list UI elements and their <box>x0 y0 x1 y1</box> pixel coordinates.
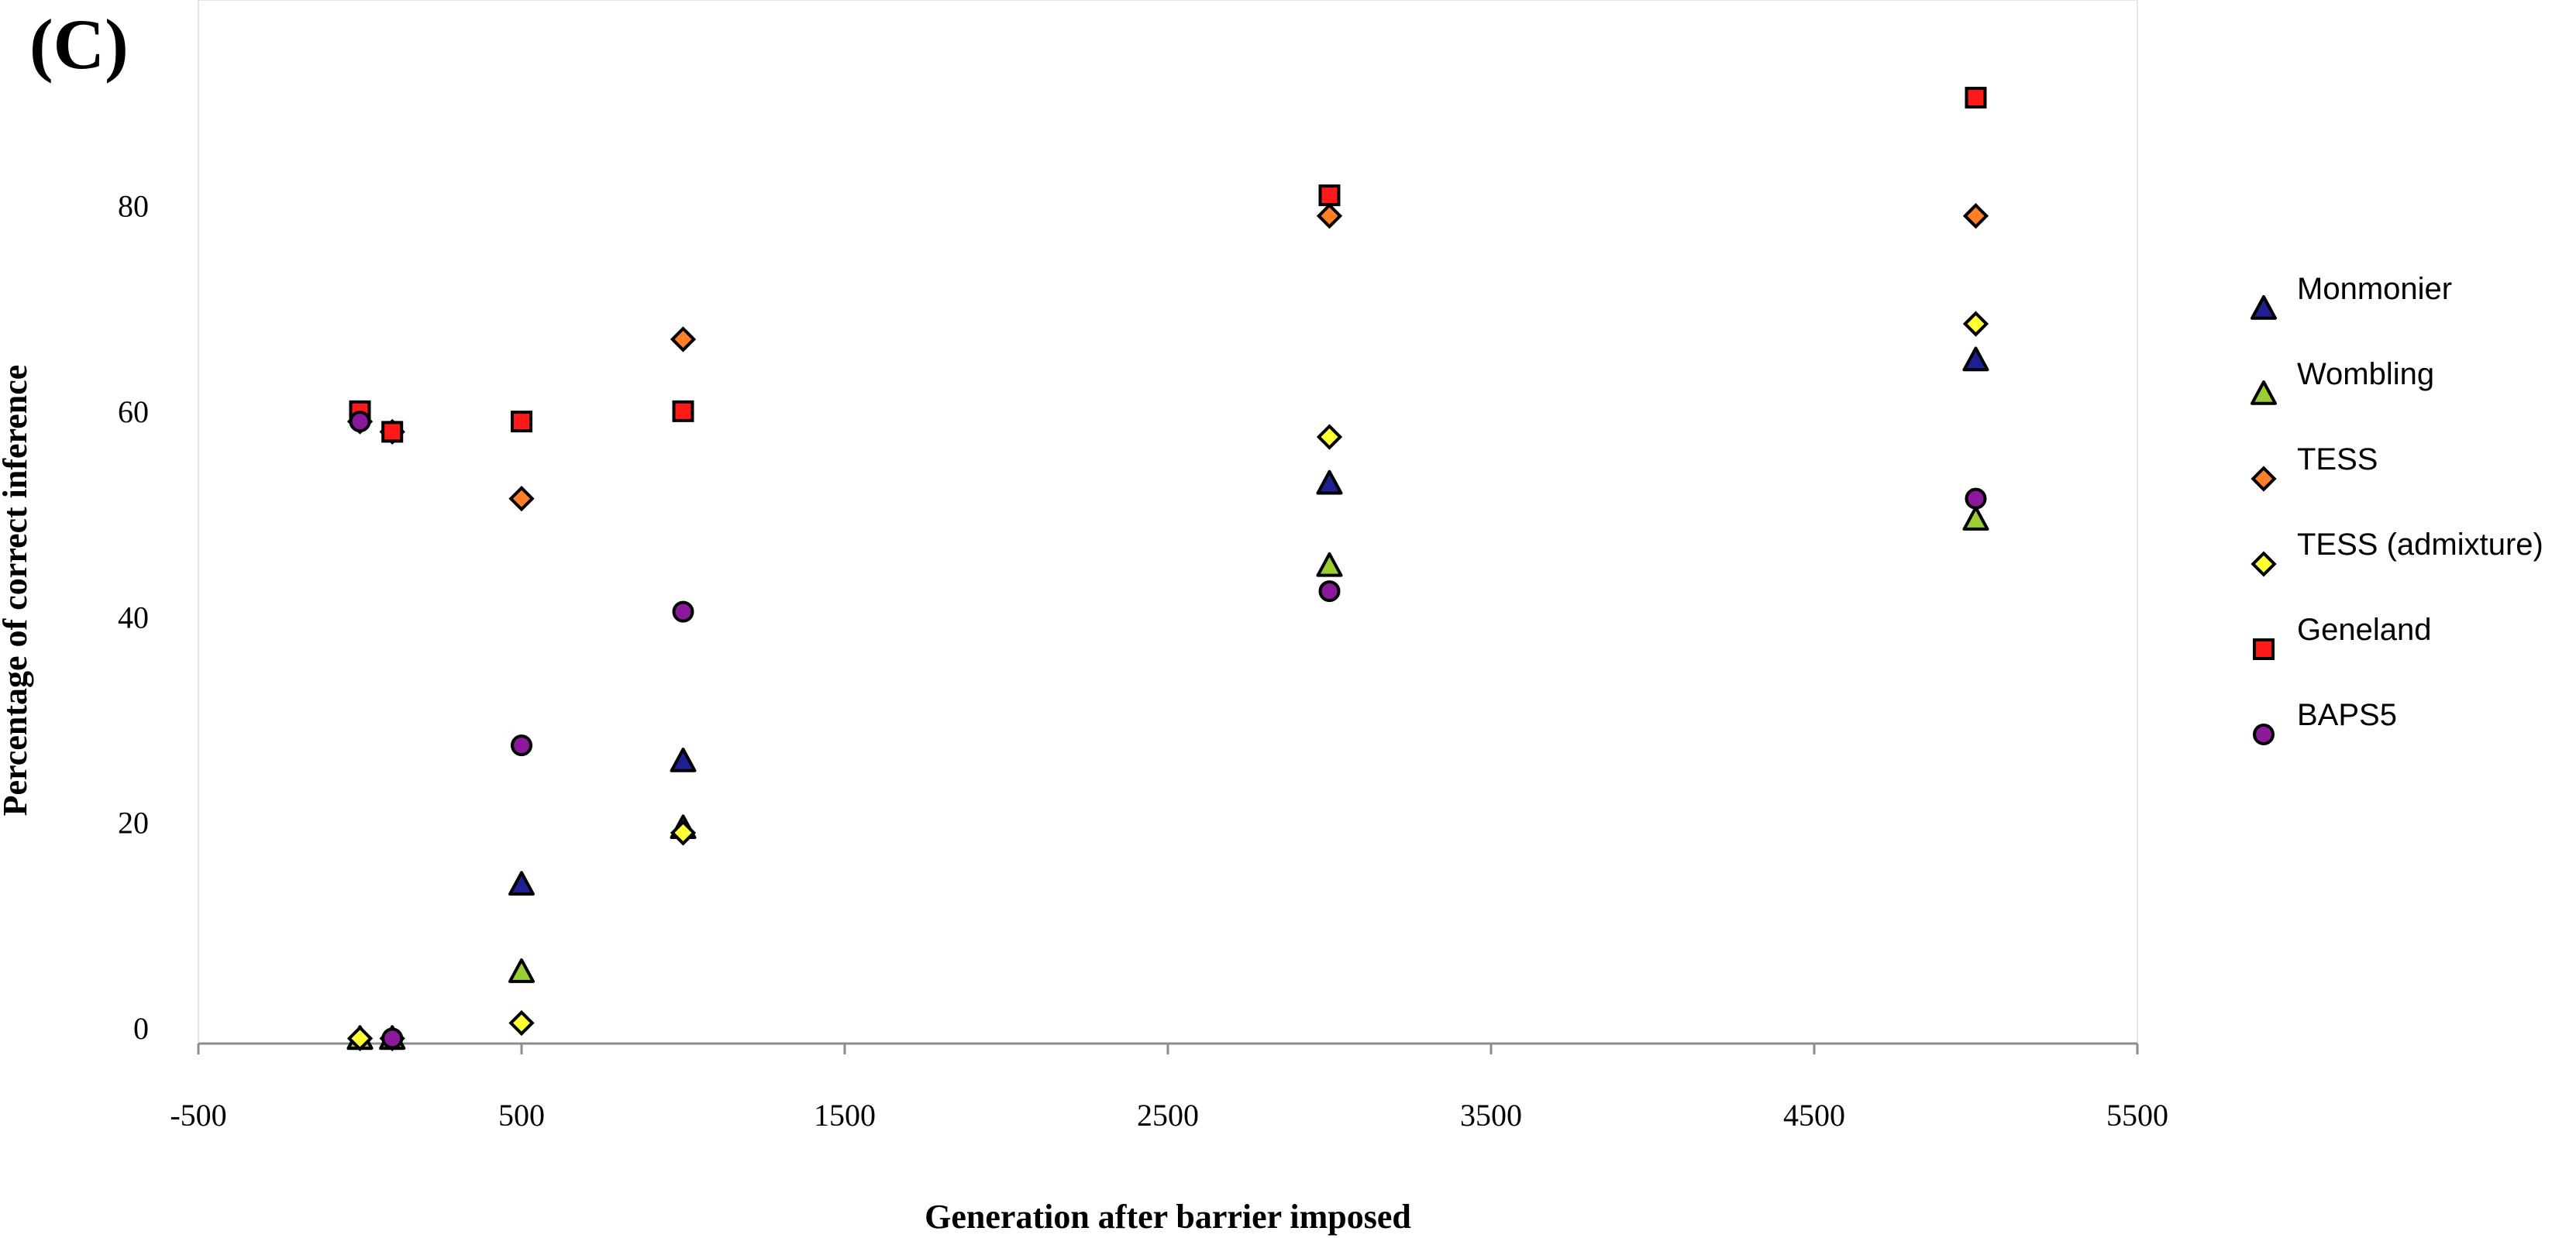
data-point <box>672 600 694 623</box>
legend-item: Geneland <box>2253 613 2431 660</box>
y-axis-title: Percentage of correct inference <box>0 365 34 817</box>
data-point <box>511 411 532 433</box>
legend-item: Monmonier <box>2251 272 2452 320</box>
data-point <box>346 1025 374 1051</box>
legend-label: Monmonier <box>2297 272 2452 306</box>
data-point <box>381 1027 404 1050</box>
legend-marker <box>2251 551 2277 577</box>
legend-item: TESS (admixture) <box>2251 528 2543 577</box>
y-tick-label: 40 <box>118 600 149 634</box>
data-point <box>1962 506 1989 531</box>
data-point <box>1316 424 1343 450</box>
data-point <box>1318 580 1341 603</box>
legend-label: BAPS5 <box>2297 698 2397 732</box>
series-wombling <box>346 506 1989 1051</box>
data-point <box>1962 346 1989 372</box>
data-point <box>1962 203 1989 229</box>
series-monmonier <box>346 346 1989 1051</box>
y-tick-label: 0 <box>133 1011 149 1046</box>
series-tess <box>346 203 1989 512</box>
x-tick-label: 5500 <box>2106 1098 2168 1133</box>
data-point <box>1316 469 1343 495</box>
data-point <box>508 958 535 983</box>
legend-label: Geneland <box>2297 613 2431 647</box>
data-points <box>346 87 1989 1051</box>
data-point <box>508 1009 535 1037</box>
y-tick-label: 60 <box>118 394 149 429</box>
x-tick-label: -500 <box>170 1098 226 1133</box>
data-point <box>508 871 535 896</box>
data-point <box>670 748 697 772</box>
legend-item: Wombling <box>2251 357 2434 405</box>
x-tick-label: 4500 <box>1783 1098 1845 1133</box>
legend: Monmonier Wombling TESS TESS (admixture) Gen… <box>2251 272 2543 745</box>
data-point <box>508 486 535 512</box>
x-tick-label: 500 <box>498 1098 545 1133</box>
legend-marker <box>2251 295 2277 320</box>
legend-marker <box>2253 638 2275 660</box>
data-point <box>1962 311 1989 337</box>
legend-item: TESS <box>2251 442 2378 492</box>
x-tick-label: 3500 <box>1460 1098 1522 1133</box>
legend-marker <box>2253 724 2275 745</box>
series-baps5 <box>349 411 1987 1050</box>
series-geneland <box>349 87 1987 443</box>
series-tess-admixture <box>346 311 1989 1051</box>
x-tick-label: 1500 <box>814 1098 876 1133</box>
data-point <box>1318 184 1341 207</box>
plot-area-frame <box>198 0 2138 1044</box>
legend-label: Wombling <box>2297 357 2434 391</box>
data-point <box>1965 487 1987 510</box>
legend-marker <box>2251 380 2277 405</box>
data-point <box>349 411 371 433</box>
axes: -500 500 1500 2500 3500 4500 5500 0 20 40 60 80 <box>118 188 2168 1133</box>
data-point <box>381 421 404 443</box>
data-point <box>1965 87 1987 109</box>
data-point <box>670 820 697 846</box>
legend-marker <box>2251 466 2277 492</box>
y-tick-label: 80 <box>118 188 149 223</box>
x-axis-title: Generation after barrier imposed <box>925 1198 1411 1236</box>
data-point <box>1316 552 1343 577</box>
panel-label: (C) <box>29 5 129 84</box>
data-point <box>670 326 697 352</box>
legend-label: TESS <box>2297 442 2378 476</box>
legend-item: BAPS5 <box>2253 698 2397 745</box>
y-tick-label: 20 <box>118 806 149 841</box>
data-point <box>1316 203 1343 229</box>
data-point <box>672 400 694 422</box>
data-point <box>511 734 532 757</box>
x-tick-label: 2500 <box>1137 1098 1199 1133</box>
legend-label: TESS (admixture) <box>2297 528 2543 562</box>
